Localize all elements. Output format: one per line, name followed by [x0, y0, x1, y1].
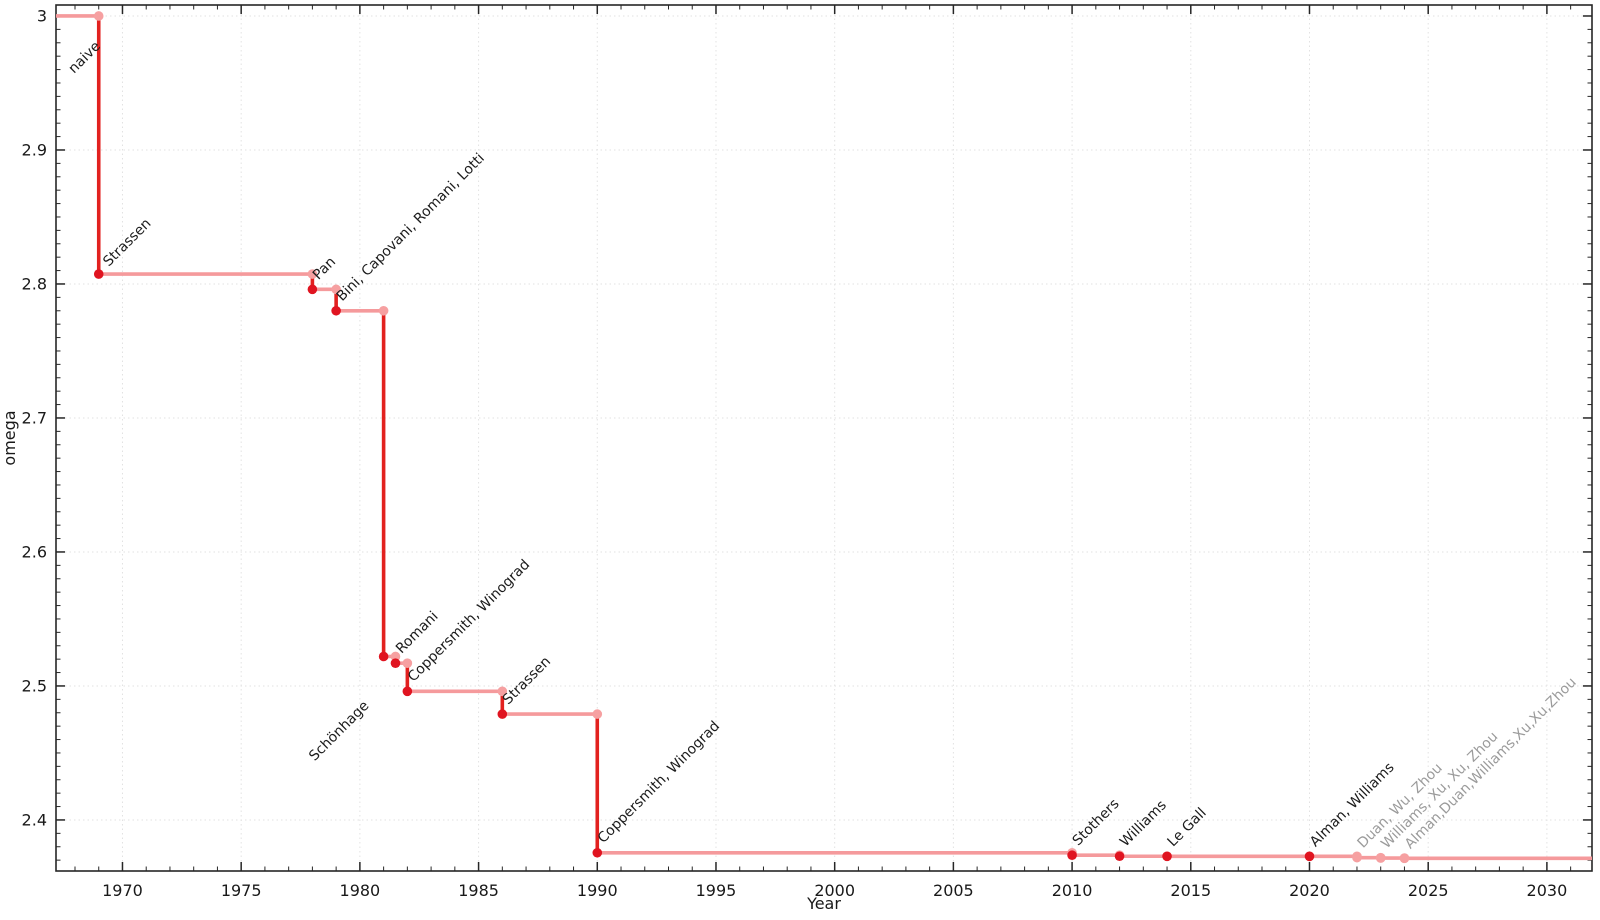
data-point: [1399, 853, 1410, 864]
x-tick-label: 2015: [1170, 881, 1211, 900]
y-tick-label: 2.9: [22, 140, 47, 159]
plot-border: [55, 4, 1593, 872]
y-axis-title: omega: [0, 410, 19, 465]
point-label: Williams: [1117, 797, 1170, 850]
step-drop-segments: [96, 15, 1407, 859]
point-label: Coppersmith, Winograd: [595, 718, 723, 846]
data-point: [93, 269, 104, 279]
x-tick-label: 2030: [1527, 881, 1568, 900]
point-label: Bini, Capovani, Romani, Lotti: [334, 150, 488, 304]
point-label: Alman,Duan,Williams,Xu,Xu,Zhou: [1402, 674, 1580, 852]
tick-marks: [56, 5, 1592, 871]
y-tick-label: 3: [37, 6, 47, 25]
data-point-light: [93, 11, 104, 21]
x-tick-label: 1995: [696, 881, 737, 900]
data-point: [1304, 851, 1315, 862]
x-axis-title: Year: [806, 894, 841, 913]
x-tick-label: 2020: [1289, 881, 1330, 900]
gridlines: [56, 5, 1592, 871]
x-tick-label: 1985: [458, 881, 499, 900]
tick-labels: 1970 1975 1980 1985 1990 1995 2000 2005 2010 2015…: [22, 6, 1568, 900]
data-point: [1114, 851, 1125, 862]
data-point-light: [331, 284, 341, 295]
pre-drop-points: [93, 11, 1410, 863]
point-label: Stothers: [1070, 796, 1123, 849]
x-tick-label: 2000: [814, 881, 855, 900]
point-label: Le Gall: [1165, 805, 1210, 850]
data-point-light: [592, 709, 603, 719]
x-tick-label: 2025: [1408, 881, 1449, 900]
data-point-light: [497, 686, 508, 697]
y-tick-label: 2.6: [22, 542, 47, 561]
x-tick-label: 1970: [102, 881, 143, 900]
data-point: [378, 651, 389, 662]
data-point: [390, 658, 401, 668]
data-point: [497, 709, 508, 719]
data-point: [402, 686, 413, 697]
point-label: Pan: [310, 254, 339, 283]
x-tick-label: 1975: [221, 881, 262, 900]
data-point: [592, 847, 603, 858]
data-point: [1375, 853, 1386, 863]
step-plateau-segments: [56, 14, 1592, 861]
point-label: Strassen: [100, 216, 154, 270]
point-label: Strassen: [500, 654, 554, 708]
data-point: [331, 305, 341, 316]
data-point: [1352, 852, 1362, 863]
x-tick-label: 2005: [933, 881, 974, 900]
data-point-light: [402, 658, 413, 668]
x-tick-label: 2010: [1052, 881, 1093, 900]
x-tick-label: 1990: [577, 881, 618, 900]
y-tick-label: 2.8: [22, 274, 47, 293]
result-points: [93, 269, 1410, 864]
plot-frame: [55, 4, 1593, 872]
y-tick-label: 2.5: [22, 676, 47, 695]
x-tick-label: 1980: [340, 881, 381, 900]
axis-titles: Year omega: [0, 410, 841, 913]
y-tick-label: 2.4: [22, 810, 47, 829]
point-label: Williams, Xu, Xu, Zhou: [1378, 729, 1501, 852]
data-point-light: [378, 305, 389, 316]
data-point: [307, 284, 318, 295]
data-point-light: [307, 269, 318, 279]
data-point: [1067, 850, 1077, 860]
data-point: [1162, 851, 1172, 862]
data-point-light: [390, 651, 401, 662]
point-label: Schönhage: [306, 698, 372, 764]
y-tick-label: 2.7: [22, 408, 47, 427]
